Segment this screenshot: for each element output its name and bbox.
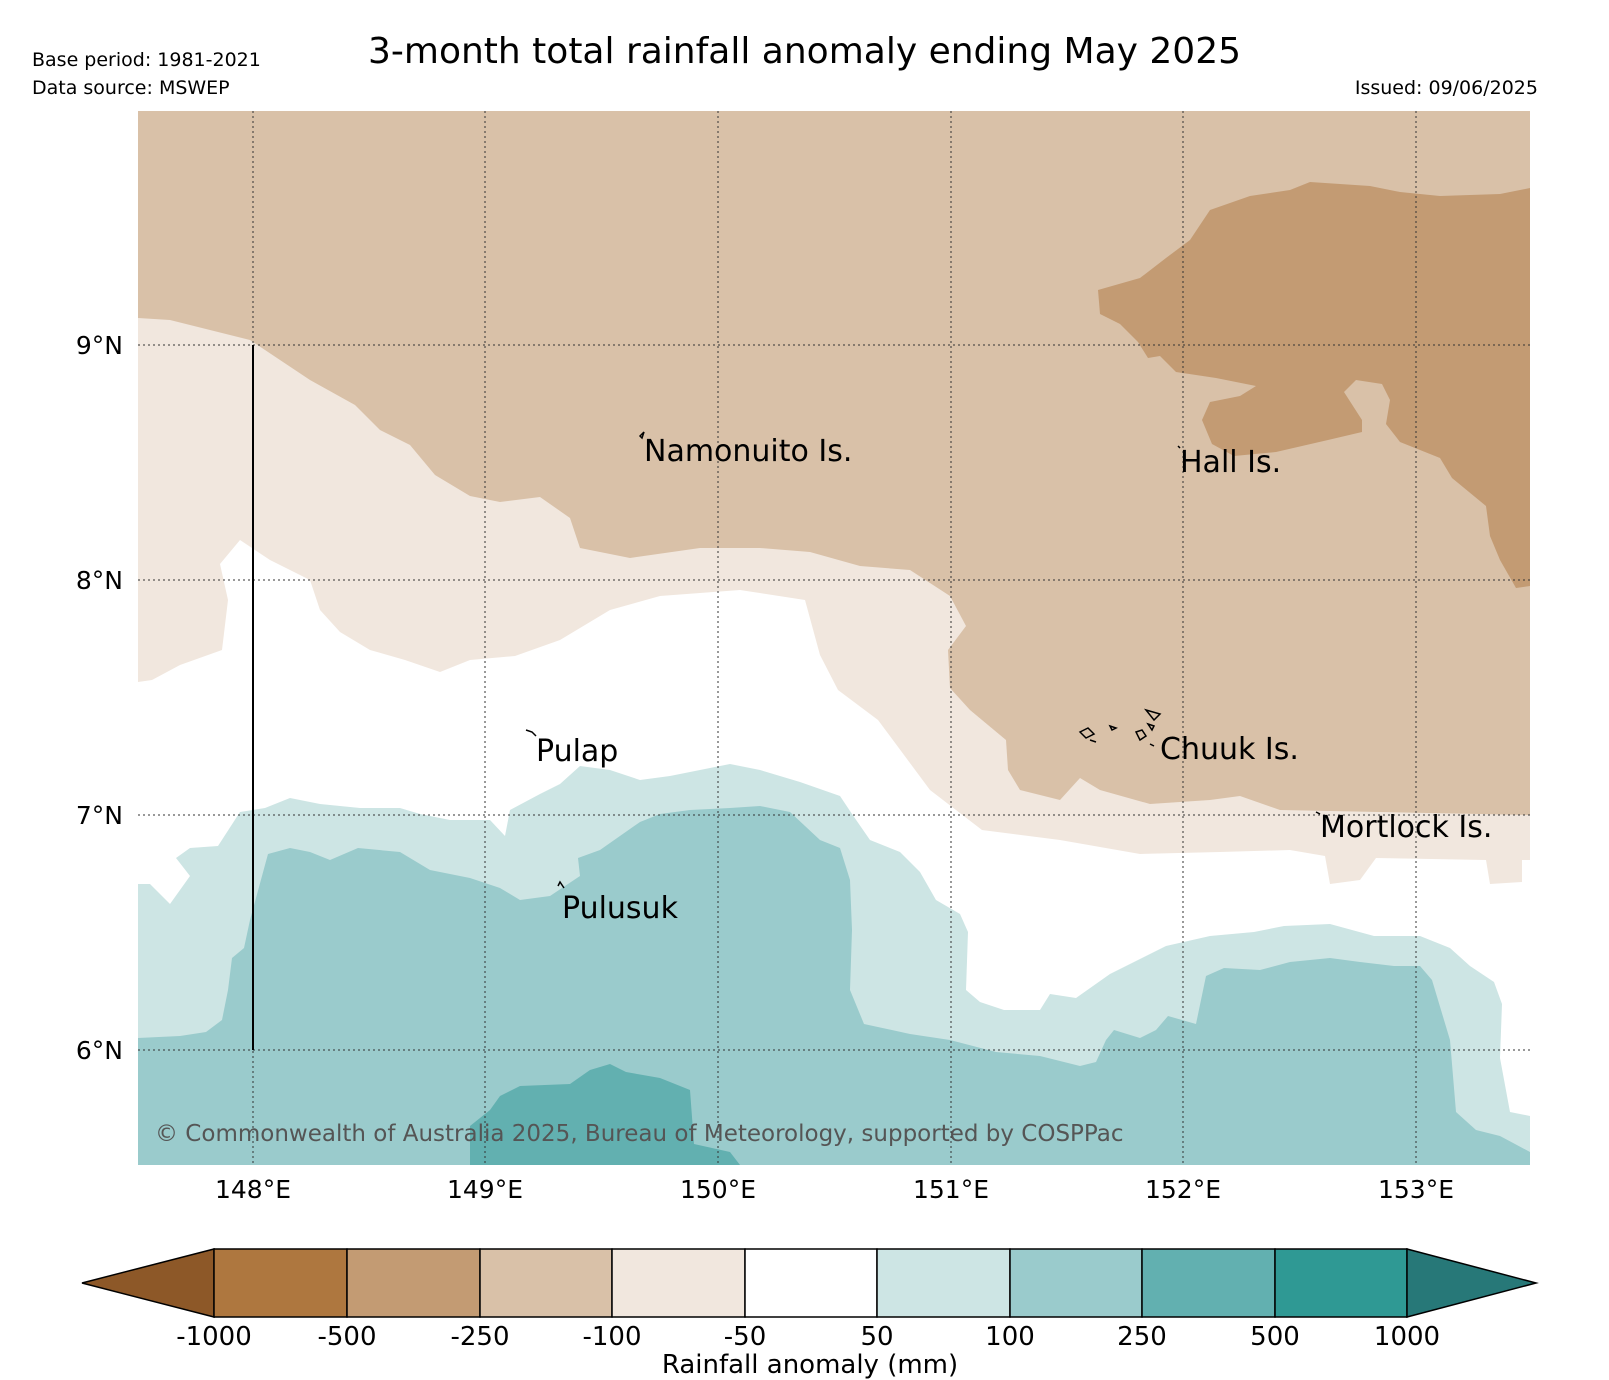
colorbar-bin-2 [346,1248,481,1318]
colorbar-tick-label: 500 [1250,1322,1300,1352]
colorbar-bin-8 [1141,1248,1276,1318]
lon-label-150e: 150°E [680,1175,756,1204]
colorbar-bin-1 [213,1248,348,1318]
place-label-chuuk: Chuuk Is. [1160,732,1299,767]
band-250-to-500 [470,1064,740,1165]
colorbar-tick-label: -1000 [176,1322,252,1352]
lat-label-9n: 9°N [76,331,123,360]
place-label-namonuito: Namonuito Is. [644,434,852,469]
colorbar-tick-label: 250 [1117,1322,1167,1352]
hall-island-outline [1177,445,1181,449]
lat-label-8n: 8°N [76,566,123,595]
colorbar-bin-4 [611,1248,746,1318]
lon-label-148e: 148°E [215,1175,291,1204]
map-title: 3-month total rainfall anomaly ending Ma… [368,31,1241,72]
island-outlines [525,431,1321,889]
colorbar-tick-label: 100 [985,1322,1035,1352]
issued-date-label: Issued: 09/06/2025 [1354,77,1538,99]
data-source-label: Data source: MSWEP [32,77,230,99]
lon-label-152e: 152°E [1145,1175,1221,1204]
colorbar-extend-high [1406,1248,1539,1318]
chuuk-island-outline [1078,708,1162,747]
place-label-mortlock: Mortlock Is. [1320,810,1492,845]
mortlock-island-outline [1315,811,1321,815]
lon-label-151e: 151°E [913,1175,989,1204]
colorbar [81,1248,1539,1318]
lat-label-6n: 6°N [76,1036,123,1065]
lon-label-153e: 153°E [1378,1175,1454,1204]
lat-label-7n: 7°N [76,801,123,830]
pulusuk-island-outline [557,880,565,889]
colorbar-bin-3 [479,1248,613,1318]
colorbar-title: Rainfall anomaly (mm) [662,1350,958,1380]
colorbar-tick-label: -100 [582,1322,641,1352]
colorbar-tick-label: 50 [860,1322,893,1352]
colorbar-bin-7 [1009,1248,1143,1318]
colorbar-tick-label: -50 [724,1322,766,1352]
pulap-island-outline [525,729,537,737]
colorbar-extend-low [81,1248,215,1318]
base-period-label: Base period: 1981-2021 [32,49,261,71]
band-100-to-250 [138,806,1530,1165]
graticule [138,111,1530,1165]
colorbar-bin-6 [876,1248,1011,1318]
anomaly-contours [138,111,1530,1165]
colorbar-bin-5 [744,1248,878,1318]
colorbar-tick-label: -500 [317,1322,376,1352]
place-label-pulusuk: Pulusuk [562,891,679,926]
place-label-hall: Hall Is. [1180,445,1281,480]
copyright-notice: © Commonwealth of Australia 2025, Bureau… [155,1121,1124,1147]
band-minus-500-to-minus-250 [1098,182,1530,588]
colorbar-tick-label: -250 [450,1322,509,1352]
place-label-pulap: Pulap [536,734,618,769]
lon-label-149e: 149°E [447,1175,523,1204]
colorbar-tick-label: 1000 [1374,1322,1440,1352]
namonuito-island-outline [638,431,645,440]
colorbar-bin-9 [1274,1248,1408,1318]
